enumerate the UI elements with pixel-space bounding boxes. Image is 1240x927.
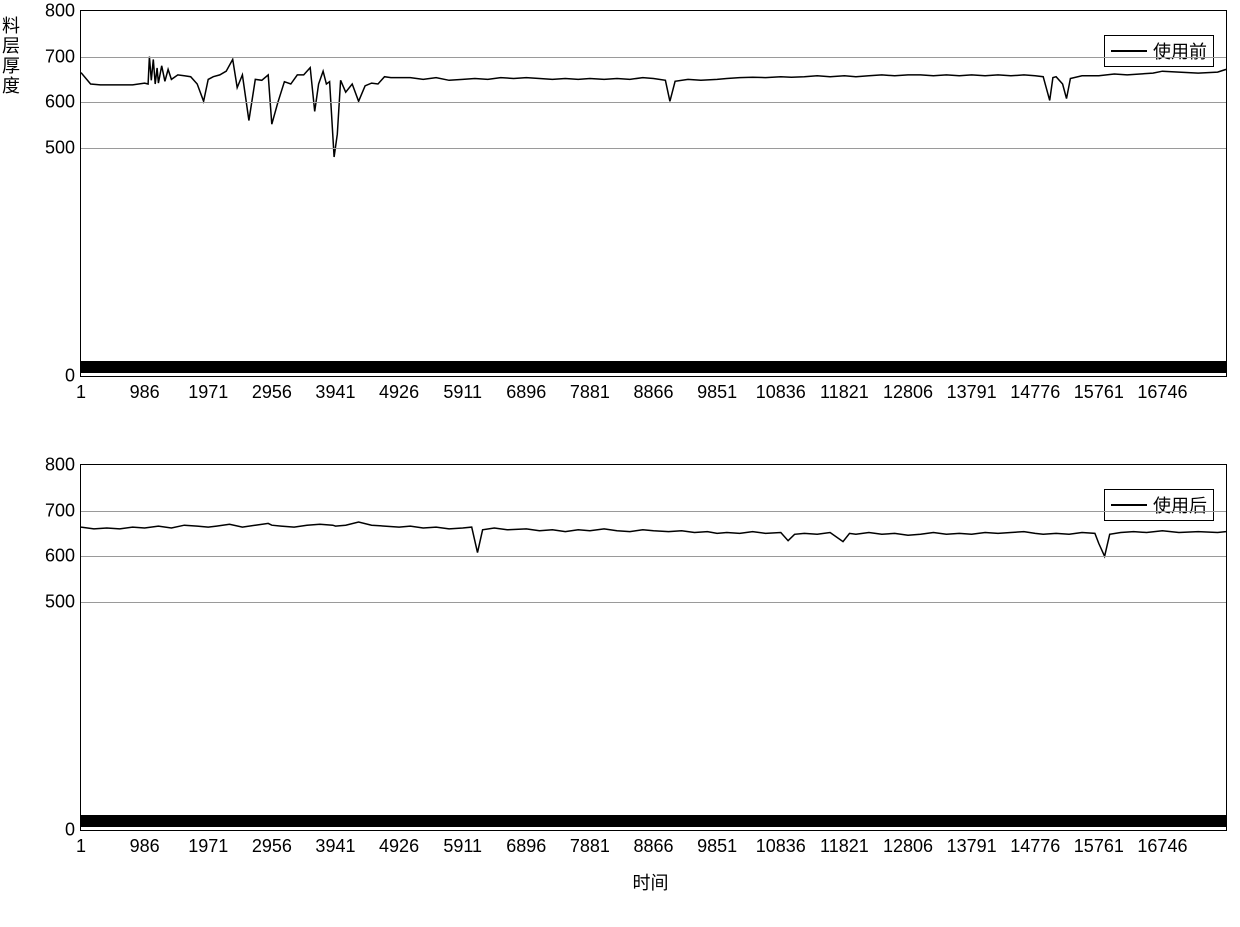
y-tick-label: 700 bbox=[45, 46, 75, 67]
gridline bbox=[81, 102, 1226, 103]
legend-label: 使用前 bbox=[1153, 38, 1207, 64]
x-tick-label: 4926 bbox=[379, 836, 419, 857]
x-tick-label: 10836 bbox=[756, 382, 806, 403]
x-tick-label: 15761 bbox=[1074, 836, 1124, 857]
gridline bbox=[81, 602, 1226, 603]
y-tick-label: 800 bbox=[45, 1, 75, 22]
chart-after-plot: 使用后 050060070080019861971295639414926591… bbox=[80, 464, 1227, 831]
x-tick-label: 6896 bbox=[506, 836, 546, 857]
chart-after-line bbox=[81, 465, 1226, 830]
x-tick-label: 3941 bbox=[315, 382, 355, 403]
y-tick-label: 0 bbox=[65, 366, 75, 387]
x-tick-label: 2956 bbox=[252, 836, 292, 857]
x-tick-label: 16746 bbox=[1137, 382, 1187, 403]
y-tick-label: 0 bbox=[65, 820, 75, 841]
x-tick-label: 8866 bbox=[634, 836, 674, 857]
x-tick-label: 9851 bbox=[697, 836, 737, 857]
y-tick-label: 600 bbox=[45, 92, 75, 113]
x-tick-label: 14776 bbox=[1010, 382, 1060, 403]
chart-before-plot: 使用前 050060070080019861971295639414926591… bbox=[80, 10, 1227, 377]
chart-before-legend: 使用前 bbox=[1104, 35, 1214, 67]
x-tick-label: 986 bbox=[130, 382, 160, 403]
gridline bbox=[81, 148, 1226, 149]
x-tick-label: 7881 bbox=[570, 382, 610, 403]
x-tick-label: 5911 bbox=[443, 382, 482, 403]
x-tick-label: 7881 bbox=[570, 836, 610, 857]
chart-after-legend: 使用后 bbox=[1104, 489, 1214, 521]
gridline bbox=[81, 556, 1226, 557]
x-tick-label: 2956 bbox=[252, 382, 292, 403]
y-tick-label: 500 bbox=[45, 591, 75, 612]
x-tick-label: 4926 bbox=[379, 382, 419, 403]
y-tick-label: 800 bbox=[45, 455, 75, 476]
x-tick-label: 12806 bbox=[883, 382, 933, 403]
x-tick-label: 5911 bbox=[443, 836, 482, 857]
x-tick-label: 13791 bbox=[947, 382, 997, 403]
x-tick-label: 15761 bbox=[1074, 382, 1124, 403]
x-tick-label: 11821 bbox=[820, 836, 869, 857]
x-tick-label: 3941 bbox=[315, 836, 355, 857]
x-tick-label: 1971 bbox=[188, 382, 228, 403]
x-tick-label: 12806 bbox=[883, 836, 933, 857]
legend-line-icon bbox=[1111, 504, 1147, 506]
y-tick-label: 700 bbox=[45, 500, 75, 521]
y-tick-label: 600 bbox=[45, 546, 75, 567]
legend-label: 使用后 bbox=[1153, 492, 1207, 518]
x-tick-label: 1 bbox=[76, 382, 86, 403]
x-tick-label: 1971 bbox=[188, 836, 228, 857]
legend-line-icon bbox=[1111, 50, 1147, 52]
gridline bbox=[81, 511, 1226, 512]
chart-before-line bbox=[81, 11, 1226, 376]
x-tick-label: 8866 bbox=[634, 382, 674, 403]
figure: 料层厚度 使用前 0500600700800198619712956394149… bbox=[0, 0, 1240, 927]
x-tick-label: 1 bbox=[76, 836, 86, 857]
x-axis-label: 时间 bbox=[633, 869, 669, 895]
x-tick-label: 10836 bbox=[756, 836, 806, 857]
x-tick-label: 11821 bbox=[820, 382, 869, 403]
x-tick-label: 986 bbox=[130, 836, 160, 857]
x-tick-label: 14776 bbox=[1010, 836, 1060, 857]
x-tick-label: 13791 bbox=[947, 836, 997, 857]
y-tick-label: 500 bbox=[45, 137, 75, 158]
gridline bbox=[81, 57, 1226, 58]
x-tick-label: 6896 bbox=[506, 382, 546, 403]
x-tick-label: 9851 bbox=[697, 382, 737, 403]
x-tick-label: 16746 bbox=[1137, 836, 1187, 857]
y-axis-label: 料层厚度 bbox=[2, 16, 20, 96]
